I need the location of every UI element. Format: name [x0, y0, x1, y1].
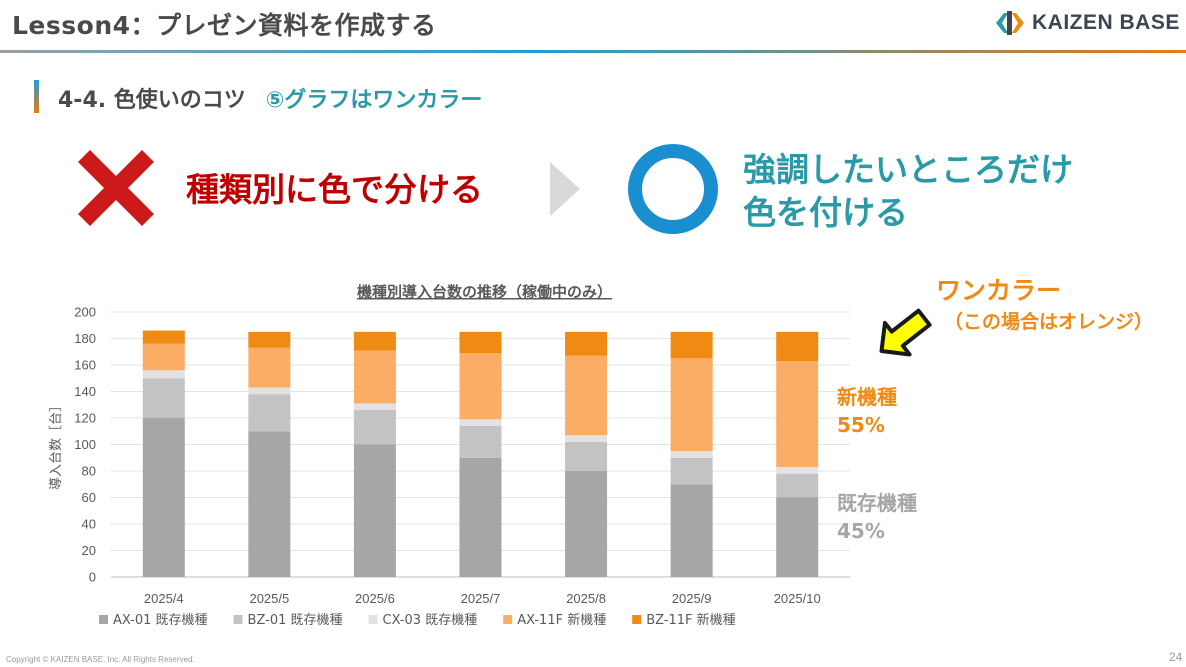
bar-segment — [459, 419, 502, 426]
bar-segment — [248, 394, 291, 432]
x-tick-label: 2025/8 — [566, 591, 606, 606]
circle-icon — [626, 142, 720, 240]
chart-canvas: 機種別導入台数の推移（稼働中のみ） 0 20 40 60 80 100 120 140 160 18… — [49, 283, 850, 628]
copyright-text: Copyright © KAIZEN BASE, Inc. All Rights… — [6, 655, 195, 664]
good-example-text: 強調したいところだけ 色を付ける — [743, 148, 1073, 234]
bar-segment — [776, 331, 819, 362]
chevron-right-icon — [548, 160, 582, 222]
y-tick-label: 180 — [74, 331, 96, 346]
legend-swatch — [368, 615, 378, 624]
bar-segment — [353, 444, 396, 577]
chart-title: 機種別導入台数の推移（稼働中のみ） — [357, 283, 612, 301]
bar-segment — [565, 435, 608, 442]
y-tick-label: 20 — [82, 543, 96, 558]
brand-logo: KAIZEN BASE — [994, 9, 1180, 37]
bar-segment — [353, 403, 396, 411]
good-text-line1: 強調したいところだけ — [743, 150, 1073, 189]
bar-segment — [248, 387, 291, 395]
bar-segment — [670, 358, 713, 452]
new-models-percent: 55% — [837, 413, 885, 437]
bar-segment — [670, 457, 713, 485]
legend-label: AX-01 既存機種 — [113, 612, 208, 628]
stacked-bar-chart: 機種別導入台数の推移（稼働中のみ） 0 20 40 60 80 100 120 140 160 18… — [40, 275, 870, 645]
bar-segment — [142, 378, 185, 418]
bad-example-text: 種類別に色で分ける — [186, 170, 483, 209]
kaizen-logo-icon — [996, 11, 1024, 35]
existing-models-name: 既存機種 — [837, 491, 917, 515]
bar-segment — [353, 350, 396, 404]
existing-models-percent: 45% — [837, 519, 885, 543]
y-tick-label: 120 — [74, 411, 96, 426]
x-tick-label: 2025/10 — [774, 591, 821, 606]
bar-segment — [565, 471, 608, 577]
bar-segment — [142, 370, 185, 379]
legend-label: CX-03 既存機種 — [383, 612, 478, 628]
x-tick-label: 2025/6 — [355, 591, 395, 606]
callout-subtitle: （この場合はオレンジ） — [944, 311, 1154, 333]
y-tick-label: 140 — [74, 384, 96, 399]
arrow-icon — [868, 306, 936, 368]
header-divider — [0, 50, 1186, 53]
y-tick-label: 200 — [74, 305, 96, 320]
bar-segment — [670, 451, 713, 458]
x-tick-label: 2025/9 — [672, 591, 712, 606]
bar-segment — [565, 441, 608, 471]
y-tick-label: 80 — [82, 464, 96, 479]
page-number: 24 — [1169, 650, 1183, 664]
bar-segment — [248, 331, 291, 348]
x-tick-label: 2025/7 — [461, 591, 501, 606]
y-tick-label: 0 — [89, 570, 96, 585]
y-tick-label: 100 — [74, 437, 96, 452]
section-accent-bar — [34, 80, 39, 113]
bar-segment — [353, 410, 396, 445]
bar-segment — [459, 353, 502, 420]
cross-icon — [70, 142, 162, 238]
section-subtitle: ⑤グラフはワンカラー — [265, 88, 483, 113]
bar-segment — [776, 473, 819, 498]
legend-swatch — [632, 615, 642, 624]
bar-segment — [459, 425, 502, 458]
y-axis-title: 導入台数［台］ — [49, 399, 64, 490]
new-models-name: 新機種 — [837, 385, 897, 409]
callout-title: ワンカラー — [936, 276, 1062, 305]
section-heading: 4-4. 色使いのコツ ⑤グラフはワンカラー — [58, 82, 482, 114]
good-text-line2: 色を付ける — [743, 193, 908, 232]
bar-segment — [670, 484, 713, 577]
existing-models-label: 既存機種 45% — [837, 489, 917, 545]
legend-swatch — [99, 615, 108, 624]
new-models-label: 新機種 55% — [837, 383, 897, 439]
bar-segment — [776, 467, 819, 474]
legend-label: AX-11F 新機種 — [517, 612, 606, 628]
bar-segment — [459, 457, 502, 577]
bar-segment — [248, 431, 291, 577]
y-tick-label: 40 — [82, 517, 96, 532]
x-tick-label: 2025/4 — [144, 591, 184, 606]
bar-segment — [142, 418, 185, 577]
bar-segment — [353, 331, 396, 351]
bar-segment — [776, 497, 819, 577]
bar-segment — [248, 347, 291, 388]
x-tick-label: 2025/5 — [249, 591, 289, 606]
bar-segment — [565, 331, 608, 356]
y-tick-label: 160 — [74, 358, 96, 373]
legend-label: BZ-01 既存機種 — [248, 612, 343, 628]
page-title: Lesson4：プレゼン資料を作成する — [12, 11, 437, 40]
bar-segment — [776, 361, 819, 468]
logo-text: KAIZEN BASE — [1032, 11, 1180, 34]
legend-swatch — [503, 615, 513, 624]
bar-segment — [565, 355, 608, 436]
y-tick-label: 60 — [82, 490, 96, 505]
bar-segment — [459, 331, 502, 354]
legend-swatch — [233, 615, 243, 624]
section-number: 4-4. 色使いのコツ — [58, 88, 246, 113]
bar-segment — [670, 331, 713, 359]
bar-segment — [142, 343, 185, 371]
legend-label: BZ-11F 新機種 — [646, 612, 735, 628]
bar-segment — [142, 330, 185, 344]
